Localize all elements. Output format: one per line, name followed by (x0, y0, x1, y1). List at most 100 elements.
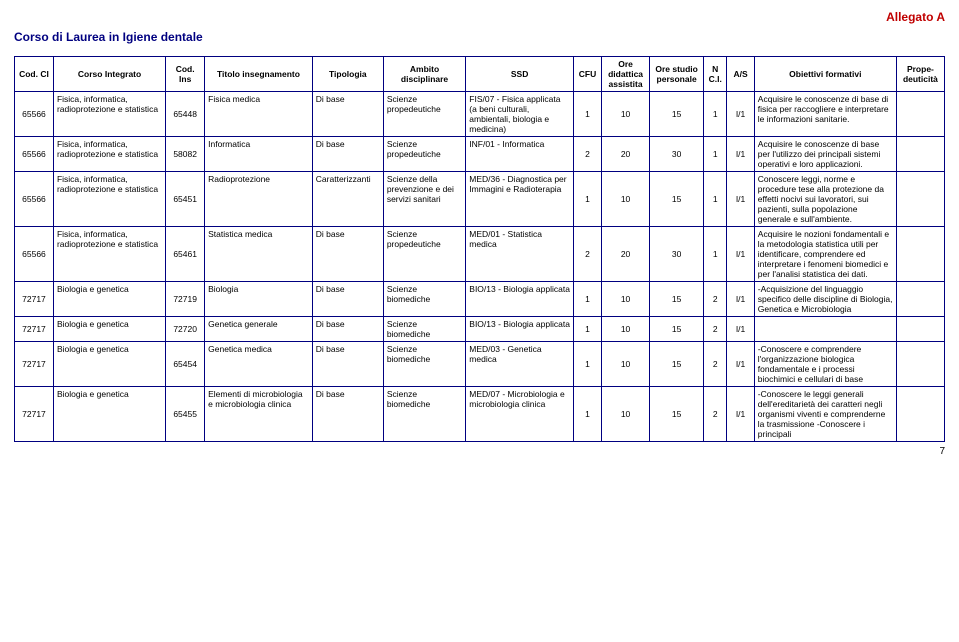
cell-as: I/1 (727, 387, 754, 442)
cell-as: I/1 (727, 317, 754, 342)
cell-did: 10 (602, 172, 650, 227)
cell-did: 10 (602, 92, 650, 137)
cell-cod_ins: 72719 (166, 282, 205, 317)
cell-nci: 1 (704, 92, 727, 137)
cell-titolo: Elementi di microbiologia e microbiologi… (205, 387, 313, 442)
table-row: 65566Fisica, informatica, radioprotezion… (15, 172, 945, 227)
cell-ambito: Scienze propedeutiche (383, 92, 465, 137)
cell-prope (896, 172, 944, 227)
cell-obi: Conoscere leggi, norme e procedure tese … (754, 172, 896, 227)
cell-prope (896, 317, 944, 342)
cell-as: I/1 (727, 92, 754, 137)
cell-stud: 15 (650, 317, 704, 342)
cell-cod_ci: 72717 (15, 342, 54, 387)
cell-nci: 2 (704, 317, 727, 342)
cell-ci: Fisica, informatica, radioprotezione e s… (53, 227, 165, 282)
cell-stud: 15 (650, 342, 704, 387)
cell-ci: Fisica, informatica, radioprotezione e s… (53, 172, 165, 227)
cell-stud: 15 (650, 172, 704, 227)
cell-prope (896, 137, 944, 172)
cell-did: 10 (602, 387, 650, 442)
course-title: Corso di Laurea in Igiene dentale (14, 30, 945, 44)
cell-prope (896, 342, 944, 387)
col-as: A/S (727, 57, 754, 92)
col-ssd: SSD (466, 57, 574, 92)
cell-did: 10 (602, 282, 650, 317)
cell-titolo: Genetica medica (205, 342, 313, 387)
cell-ambito: Scienze propedeutiche (383, 227, 465, 282)
cell-tipologia: Di base (312, 92, 383, 137)
cell-ambito: Scienze biomediche (383, 282, 465, 317)
cell-obi: -Conoscere e comprendere l'organizzazion… (754, 342, 896, 387)
col-cfu: CFU (573, 57, 601, 92)
cell-nci: 1 (704, 227, 727, 282)
col-ci: Corso Integrato (53, 57, 165, 92)
cell-stud: 15 (650, 282, 704, 317)
table-row: 72717Biologia e genetica65455Elementi di… (15, 387, 945, 442)
col-ambito: Ambito disciplinare (383, 57, 465, 92)
cell-tipologia: Di base (312, 137, 383, 172)
cell-cod_ins: 58082 (166, 137, 205, 172)
table-row: 65566Fisica, informatica, radioprotezion… (15, 137, 945, 172)
cell-ambito: Scienze biomediche (383, 317, 465, 342)
cell-cod_ins: 65451 (166, 172, 205, 227)
cell-cod_ci: 65566 (15, 227, 54, 282)
cell-cfu: 1 (573, 282, 601, 317)
cell-as: I/1 (727, 282, 754, 317)
col-prope: Prope-deuticità (896, 57, 944, 92)
cell-obi: -Acquisizione del linguaggio specifico d… (754, 282, 896, 317)
cell-ambito: Scienze della prevenzione e dei servizi … (383, 172, 465, 227)
cell-stud: 15 (650, 387, 704, 442)
col-ore-did: Ore didattica assistita (602, 57, 650, 92)
cell-ssd: BIO/13 - Biologia applicata (466, 282, 574, 317)
cell-did: 10 (602, 342, 650, 387)
cell-cod_ci: 65566 (15, 137, 54, 172)
cell-ci: Fisica, informatica, radioprotezione e s… (53, 92, 165, 137)
cell-tipologia: Di base (312, 387, 383, 442)
cell-obi: Acquisire le conoscenze di base di fisic… (754, 92, 896, 137)
cell-cod_ci: 72717 (15, 317, 54, 342)
col-cod-ins: Cod. Ins (166, 57, 205, 92)
cell-tipologia: Di base (312, 342, 383, 387)
cell-ssd: INF/01 - Informatica (466, 137, 574, 172)
cell-did: 20 (602, 137, 650, 172)
cell-ambito: Scienze propedeutiche (383, 137, 465, 172)
cell-stud: 15 (650, 92, 704, 137)
col-cod-ci: Cod. CI (15, 57, 54, 92)
allegato-label: Allegato A (14, 10, 945, 24)
cell-as: I/1 (727, 227, 754, 282)
col-obiettivi: Obiettivi formativi (754, 57, 896, 92)
cell-stud: 30 (650, 137, 704, 172)
cell-did: 10 (602, 317, 650, 342)
cell-cod_ins: 65454 (166, 342, 205, 387)
cell-cod_ins: 65461 (166, 227, 205, 282)
cell-ssd: FIS/07 - Fisica applicata (a beni cultur… (466, 92, 574, 137)
cell-nci: 2 (704, 387, 727, 442)
cell-prope (896, 387, 944, 442)
cell-cfu: 1 (573, 172, 601, 227)
cell-cod_ins: 65448 (166, 92, 205, 137)
cell-nci: 1 (704, 137, 727, 172)
cell-cod_ins: 65455 (166, 387, 205, 442)
cell-ci: Biologia e genetica (53, 342, 165, 387)
cell-titolo: Statistica medica (205, 227, 313, 282)
cell-ssd: BIO/13 - Biologia applicata (466, 317, 574, 342)
cell-ci: Biologia e genetica (53, 282, 165, 317)
cell-titolo: Radioprotezione (205, 172, 313, 227)
cell-ambito: Scienze biomediche (383, 387, 465, 442)
cell-nci: 2 (704, 342, 727, 387)
cell-cfu: 1 (573, 317, 601, 342)
cell-titolo: Genetica generale (205, 317, 313, 342)
cell-cfu: 2 (573, 227, 601, 282)
table-row: 65566Fisica, informatica, radioprotezion… (15, 227, 945, 282)
cell-nci: 1 (704, 172, 727, 227)
cell-as: I/1 (727, 137, 754, 172)
cell-cfu: 2 (573, 137, 601, 172)
page-number: 7 (14, 446, 945, 457)
cell-ambito: Scienze biomediche (383, 342, 465, 387)
cell-cfu: 1 (573, 387, 601, 442)
cell-cfu: 1 (573, 92, 601, 137)
cell-ssd: MED/01 - Statistica medica (466, 227, 574, 282)
col-titolo: Titolo insegnamento (205, 57, 313, 92)
cell-obi: Acquisire le nozioni fondamentali e la m… (754, 227, 896, 282)
